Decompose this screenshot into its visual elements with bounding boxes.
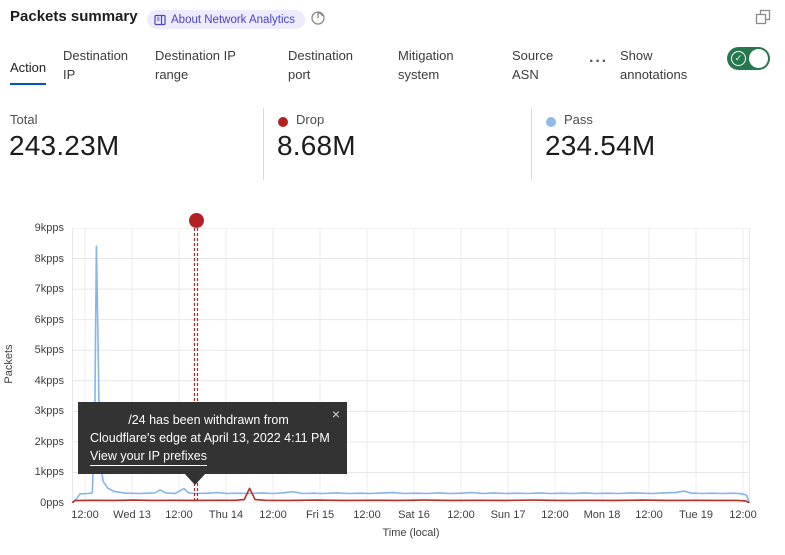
annotations-toggle[interactable]: ✓ <box>727 47 770 70</box>
tab-destination-ip-range[interactable]: Destination IP range <box>155 48 236 82</box>
stat-divider <box>263 108 264 180</box>
x-tick-label: 12:00 <box>353 509 381 521</box>
x-tick-label: Wed 13 <box>113 509 151 521</box>
x-tick-label: 12:00 <box>165 509 193 521</box>
annotation-tooltip: × /24 has been withdrawn from Cloudflare… <box>78 402 347 485</box>
tooltip-close-icon[interactable]: × <box>331 406 340 422</box>
stat-pass-label: Pass <box>564 112 593 127</box>
x-tick-label: Thu 14 <box>208 509 244 521</box>
tooltip-arrow <box>184 473 206 485</box>
book-icon <box>154 14 166 25</box>
stat-divider <box>531 108 532 180</box>
x-tick-label: Sun 17 <box>490 509 526 521</box>
show-annotations-label: Show annotations <box>620 48 688 82</box>
stat-drop-label: Drop <box>296 112 325 127</box>
about-badge-label: About Network Analytics <box>171 13 296 26</box>
y-tick-label: 5kpps <box>34 344 64 357</box>
x-tick-label: 12:00 <box>635 509 663 521</box>
y-tick-label: 6kpps <box>34 313 64 326</box>
tab-action[interactable]: Action <box>10 58 47 85</box>
popout-icon[interactable] <box>755 9 771 25</box>
x-tick-label: 12:00 <box>729 509 757 521</box>
y-tick-label: 9kpps <box>34 222 64 234</box>
x-tick-label: 12:00 <box>541 509 569 521</box>
stat-total-label: Total <box>10 112 38 127</box>
about-badge[interactable]: About Network Analytics <box>147 10 306 29</box>
page-title: Packets summary <box>10 8 138 25</box>
y-tick-label: 1kpps <box>34 466 64 479</box>
x-tick-label: 12:00 <box>259 509 287 521</box>
tab-destination-port[interactable]: Destination port <box>288 48 354 82</box>
x-tick-label: Mon 18 <box>583 509 621 521</box>
x-axis-label: Time (local) <box>382 527 440 539</box>
stat-pass-value: 234.54M <box>545 130 656 161</box>
y-tick-label: 8kpps <box>34 252 64 265</box>
check-icon: ✓ <box>731 51 746 66</box>
tab-mitigation-system[interactable]: Mitigation system <box>398 48 454 82</box>
tab-source-asn[interactable]: Source ASN <box>512 48 554 82</box>
y-tick-label: 0pps <box>40 497 64 509</box>
toggle-knob <box>749 49 768 68</box>
stat-total-value: 243.23M <box>9 130 120 161</box>
y-tick-label: 4kpps <box>34 374 64 387</box>
stat-drop-value: 8.68M <box>277 130 356 161</box>
history-clock-icon[interactable] <box>310 10 326 26</box>
tooltip-message-line1: /24 has been withdrawn from <box>128 413 289 427</box>
tooltip-message-line2: Cloudflare's edge at April 13, 2022 4:11… <box>90 431 330 445</box>
pass-dot <box>546 117 556 127</box>
drop-dot <box>278 117 288 127</box>
y-tick-label: 3kpps <box>34 405 64 418</box>
more-tabs-button[interactable]: ··· <box>589 53 608 70</box>
annotation-dot[interactable] <box>188 213 204 228</box>
y-tick-label: 7kpps <box>34 283 64 296</box>
y-axis-label: Packets <box>3 344 15 384</box>
tooltip-ip-prefixes-link[interactable]: View your IP prefixes <box>90 447 207 466</box>
x-tick-label: Fri 15 <box>305 509 335 521</box>
x-tick-label: Sat 16 <box>398 509 430 521</box>
tab-destination-ip[interactable]: Destination IP <box>63 48 129 82</box>
y-tick-label: 2kpps <box>34 435 64 448</box>
x-tick-label: 12:00 <box>447 509 475 521</box>
x-tick-label: Tue 19 <box>679 509 713 521</box>
x-tick-label: 12:00 <box>71 509 99 521</box>
